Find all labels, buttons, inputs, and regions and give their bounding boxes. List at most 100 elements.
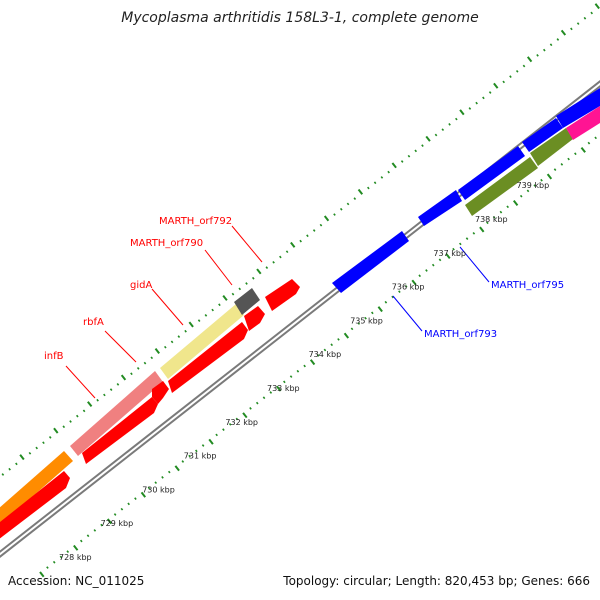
gene-infB[interactable]	[70, 371, 163, 456]
minor-tick	[570, 27, 573, 31]
major-tick	[290, 241, 296, 248]
minor-tick	[147, 486, 151, 490]
minor-tick	[134, 497, 137, 500]
minor-tick	[299, 239, 302, 243]
minor-tick	[380, 176, 384, 179]
minor-tick	[59, 555, 63, 559]
label-marth-orf792: MARTH_orf792	[159, 216, 232, 227]
major-tick	[526, 56, 533, 63]
gene-blue-4[interactable]	[522, 118, 563, 152]
minor-tick	[492, 216, 496, 219]
minor-tick	[120, 507, 124, 511]
minor-tick	[52, 560, 56, 564]
minor-tick	[398, 290, 401, 294]
minor-tick	[103, 393, 106, 397]
major-tick	[106, 518, 113, 525]
gene-olive-2[interactable]	[530, 128, 573, 166]
minor-tick	[79, 539, 83, 543]
minor-tick	[418, 274, 422, 278]
minor-tick	[448, 123, 451, 126]
major-tick	[580, 146, 586, 153]
gene-red-3[interactable]	[152, 381, 169, 404]
gene-blue-3[interactable]	[458, 146, 525, 200]
minor-tick	[346, 202, 350, 206]
minor-tick	[35, 446, 39, 450]
minor-tick	[279, 255, 282, 259]
minor-tick	[425, 269, 428, 272]
tick-label: 729 kbp	[101, 519, 134, 528]
gene-pink[interactable]	[566, 106, 600, 140]
label-leaders	[65, 225, 490, 399]
minor-tick	[540, 178, 543, 182]
major-tick	[425, 135, 431, 142]
tick-label: 735 kbp	[350, 316, 383, 325]
minor-tick	[93, 529, 97, 532]
major-tick	[188, 321, 194, 328]
gene-red-4[interactable]	[168, 322, 248, 393]
major-tick	[357, 188, 364, 195]
minor-tick	[289, 375, 293, 378]
major-tick	[208, 438, 214, 445]
minor-tick	[431, 263, 435, 267]
major-tick	[53, 427, 59, 434]
minor-tick	[197, 319, 201, 323]
minor-tick	[167, 470, 171, 474]
gene-gidA[interactable]	[234, 288, 260, 315]
major-tick	[343, 332, 350, 339]
minor-tick	[262, 396, 266, 400]
minor-tick	[371, 311, 374, 315]
minor-tick	[350, 327, 354, 331]
minor-tick	[222, 428, 225, 431]
minor-tick	[414, 149, 418, 153]
minor-tick	[458, 242, 462, 246]
gene-blue-2[interactable]	[418, 190, 462, 226]
minor-tick	[306, 234, 309, 238]
major-tick	[222, 294, 228, 301]
gene-orf792-marker[interactable]	[265, 279, 300, 311]
major-tick	[73, 544, 79, 551]
major-tick	[479, 226, 485, 233]
major-tick	[459, 109, 465, 116]
minor-tick	[170, 340, 174, 344]
minor-tick	[269, 391, 273, 394]
minor-tick	[316, 353, 320, 357]
minor-tick	[323, 348, 327, 352]
minor-tick	[556, 38, 560, 41]
minor-tick	[283, 380, 286, 384]
minor-tick	[201, 444, 205, 447]
minor-tick	[560, 162, 564, 166]
major-tick	[276, 385, 282, 392]
gene-orange[interactable]	[0, 451, 73, 525]
minor-tick	[337, 338, 340, 341]
minor-tick	[177, 335, 181, 338]
gene-rbfA[interactable]	[160, 304, 244, 379]
minor-tick	[522, 64, 526, 68]
major-tick	[493, 82, 499, 89]
minor-tick	[472, 231, 476, 235]
gene-orf793[interactable]	[332, 231, 409, 293]
minor-tick	[48, 436, 52, 439]
tick-label: 739 kbp	[517, 181, 550, 190]
major-tick	[256, 268, 262, 275]
gene-blue-5[interactable]	[556, 88, 600, 128]
label-rbfA: rbfA	[83, 317, 104, 328]
gene-red-1[interactable]	[0, 471, 70, 546]
label-infB: infB	[44, 351, 64, 362]
minor-tick	[404, 285, 408, 288]
gene-orf795[interactable]	[465, 157, 538, 216]
minor-tick	[245, 282, 248, 285]
minor-tick	[499, 210, 503, 214]
minor-tick	[113, 513, 117, 516]
gene-red-5[interactable]	[244, 306, 265, 331]
label-gidA: gidA	[130, 280, 152, 291]
minor-tick	[143, 361, 147, 365]
major-tick	[512, 200, 519, 206]
minor-tick	[215, 433, 218, 437]
major-tick	[242, 412, 248, 419]
major-tick	[377, 306, 383, 313]
minor-tick	[391, 295, 394, 299]
tick-label: 728 kbp	[59, 553, 92, 562]
minor-tick	[204, 314, 208, 317]
gene-red-2[interactable]	[82, 397, 158, 464]
minor-tick	[62, 425, 66, 429]
